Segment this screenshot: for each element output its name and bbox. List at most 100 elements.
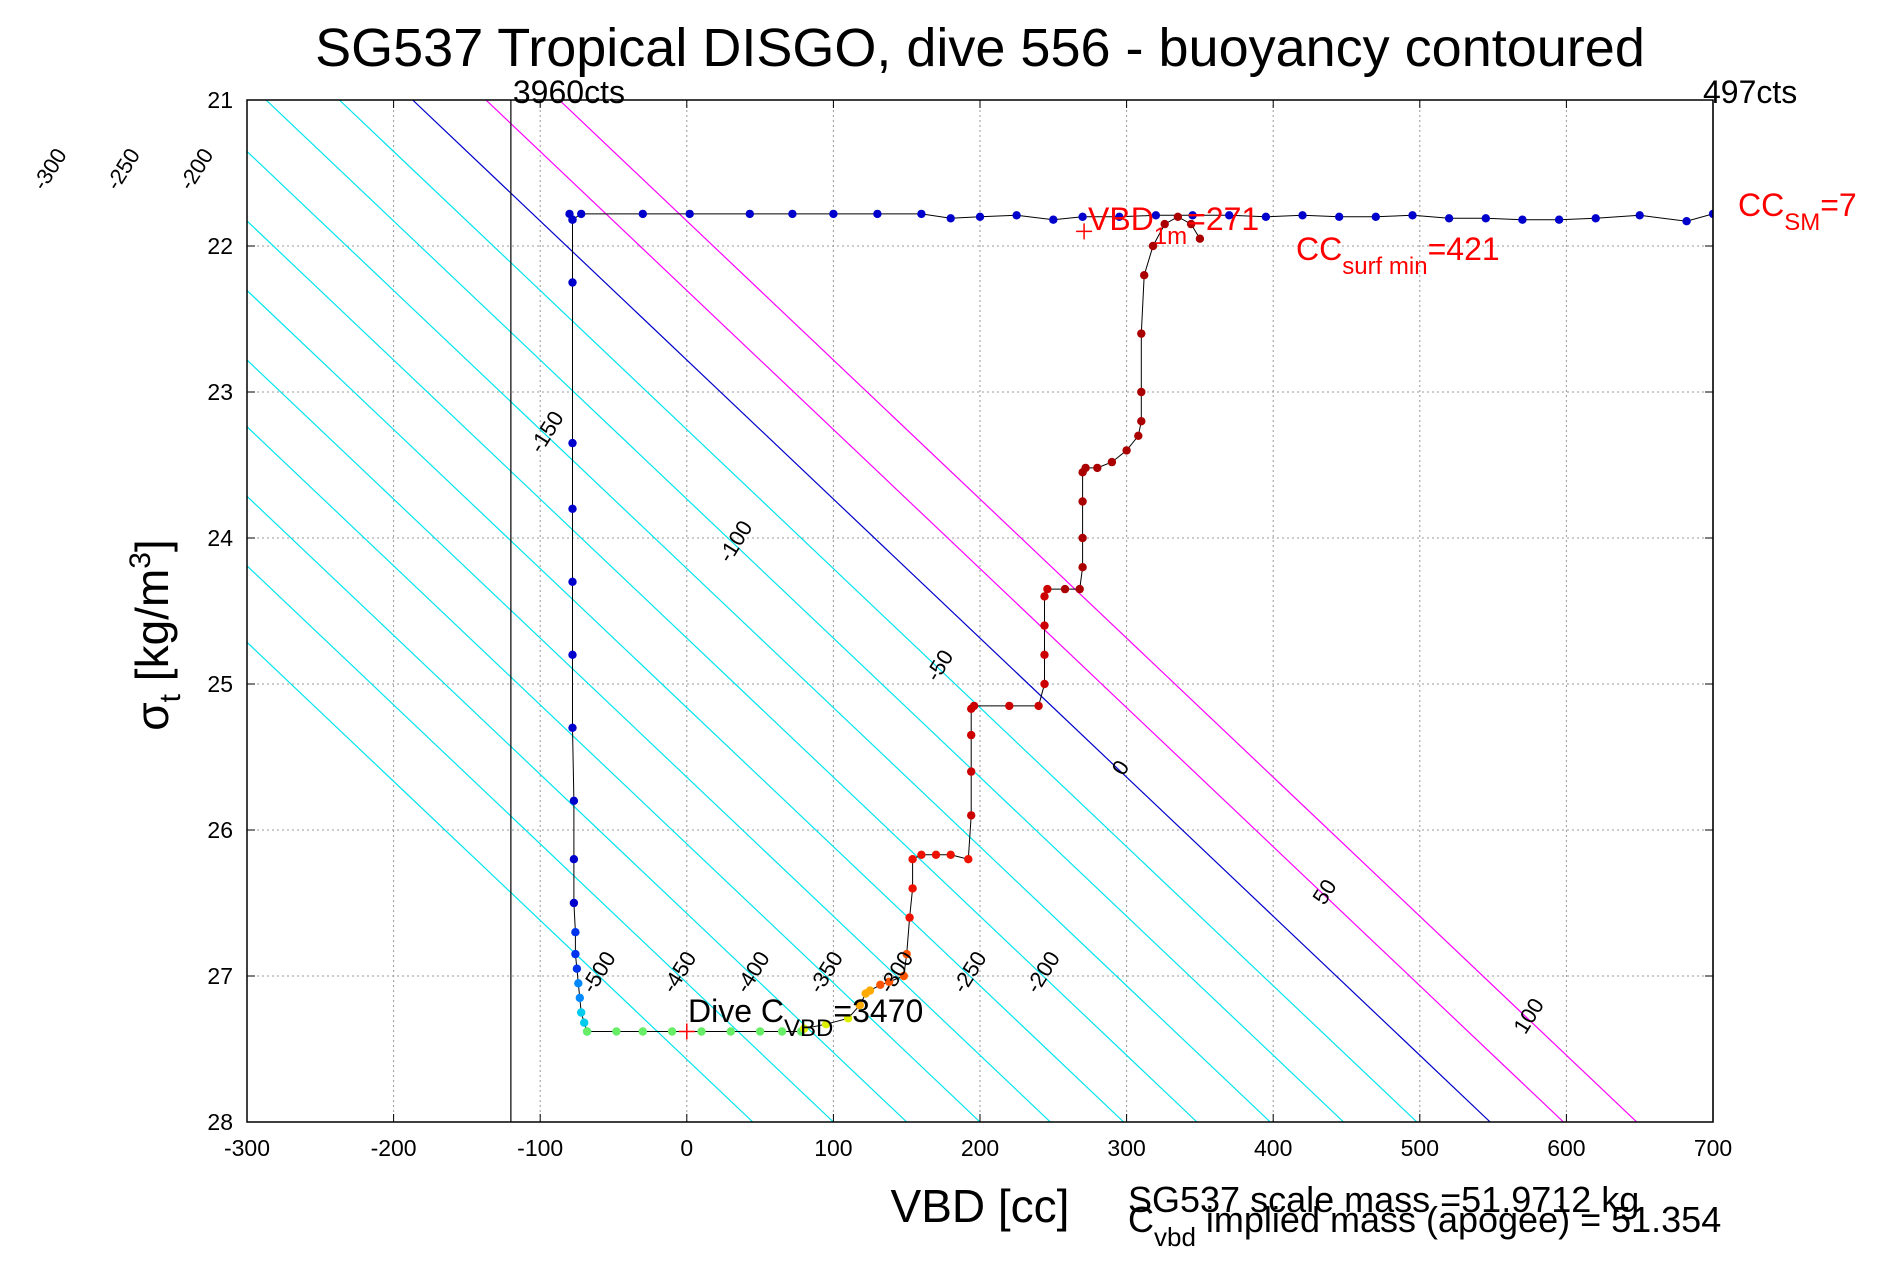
data-point-surface bbox=[745, 209, 754, 219]
data-point-climb bbox=[917, 850, 926, 859]
cc-surf-min-value: =421 bbox=[1428, 231, 1500, 267]
cc-surf-min-annotation: CCsurf min=421 bbox=[1296, 231, 1500, 280]
data-point-climb bbox=[865, 986, 875, 995]
data-point-climb bbox=[821, 1019, 831, 1029]
data-point-climb bbox=[1078, 497, 1087, 506]
x-tick-label: 0 bbox=[680, 1135, 693, 1161]
data-point-climb bbox=[876, 980, 885, 989]
vbd-1m-sub: 1m bbox=[1154, 223, 1187, 250]
data-point-apogee bbox=[612, 1027, 621, 1036]
contour-line bbox=[247, 359, 1051, 1122]
data-point-dive bbox=[568, 504, 577, 513]
x-tick-label: 200 bbox=[961, 1135, 999, 1161]
data-point-climb bbox=[905, 913, 914, 922]
series-line-climb bbox=[804, 216, 1201, 1030]
data-point-surface bbox=[1012, 211, 1021, 220]
data-point-climb bbox=[946, 850, 955, 859]
data-point-climb bbox=[964, 855, 973, 864]
implied-mass-note: Cvbd implied mass (apogee) = 51.354 bbox=[1128, 1199, 1721, 1252]
contour-label: -200 bbox=[174, 144, 219, 195]
contour-line bbox=[247, 641, 754, 1122]
contour-line bbox=[412, 100, 1491, 1122]
data-point-climb bbox=[1107, 457, 1117, 467]
dive-cvbd-annotation: Dive CVBD=3470 bbox=[688, 993, 923, 1042]
contour-line bbox=[247, 564, 834, 1122]
x-tick-label: -300 bbox=[224, 1135, 270, 1161]
scale-mass-note: SG537 scale mass =51.9712 kg bbox=[1128, 1179, 1639, 1220]
data-point-dive bbox=[568, 215, 577, 224]
dive-cvbd-main: Dive C bbox=[688, 993, 784, 1029]
x-tick-label: 600 bbox=[1547, 1135, 1585, 1161]
contour-line bbox=[247, 495, 908, 1122]
data-point-surface bbox=[1261, 212, 1271, 221]
y-tick-label: 22 bbox=[207, 233, 233, 259]
vline-label-right: 497cts bbox=[1703, 74, 1797, 110]
contour-line bbox=[485, 100, 1564, 1122]
data-point-climb bbox=[967, 730, 976, 740]
data-point-surface bbox=[1554, 215, 1564, 224]
x-tick-label: 100 bbox=[814, 1135, 852, 1161]
y-axis-label-units: [kg/m bbox=[126, 569, 178, 694]
data-point-surface bbox=[1708, 209, 1713, 219]
data-point-dive bbox=[568, 278, 577, 287]
vline-label-left: 3960cts bbox=[513, 74, 625, 110]
cc-surf-min-main: CC bbox=[1296, 231, 1342, 267]
data-point-climb bbox=[1137, 417, 1146, 426]
data-point-climb bbox=[1148, 241, 1158, 251]
contour-label: 50 bbox=[1307, 875, 1341, 909]
y-axis-label-superscript: 3 bbox=[124, 552, 157, 569]
data-point-apogee bbox=[755, 1027, 765, 1036]
data-point-surface bbox=[1481, 214, 1491, 223]
data-point-climb bbox=[1081, 463, 1090, 473]
data-point-climb bbox=[1137, 387, 1146, 397]
dive-cvbd-sub: VBD bbox=[784, 1015, 833, 1042]
data-point-surface bbox=[975, 212, 985, 221]
y-tick-label: 23 bbox=[207, 379, 233, 405]
data-point-climb bbox=[931, 850, 941, 859]
grid-lines bbox=[247, 100, 1713, 1122]
data-point-surface bbox=[873, 209, 882, 219]
data-point-climb bbox=[1137, 329, 1146, 338]
data-point-dive bbox=[580, 1018, 589, 1027]
data-point-surface bbox=[1444, 214, 1454, 223]
cc-surf-min-sub: surf min bbox=[1342, 253, 1427, 280]
data-point-climb bbox=[908, 855, 917, 864]
data-point-climb bbox=[899, 971, 908, 981]
data-point-dive bbox=[569, 796, 579, 805]
data-point-climb bbox=[1040, 650, 1049, 659]
data-point-dive bbox=[568, 650, 577, 659]
contour-line bbox=[247, 289, 1125, 1122]
data-point-climb bbox=[967, 767, 976, 776]
data-point-climb bbox=[1075, 584, 1084, 594]
y-axis-label-subscript: t bbox=[154, 693, 187, 702]
series-line-dive bbox=[572, 219, 588, 1032]
data-point-dive bbox=[571, 928, 580, 937]
contour-line bbox=[265, 100, 1344, 1122]
data-point-surface bbox=[788, 209, 797, 219]
data-point-climb bbox=[1195, 234, 1205, 243]
data-point-dive bbox=[572, 964, 582, 973]
implied-mass-value: implied mass (apogee) = 51.354 bbox=[1196, 1199, 1721, 1240]
y-tick-label: 28 bbox=[207, 1109, 233, 1135]
vbd-1m-main: VBD bbox=[1088, 201, 1154, 237]
data-point-climb bbox=[855, 1001, 864, 1010]
data-point-climb bbox=[1078, 563, 1087, 572]
data-point-apogee bbox=[726, 1027, 735, 1036]
vbd-1m-value: =271 bbox=[1187, 201, 1259, 237]
data-point-climb bbox=[1134, 431, 1143, 440]
implied-mass-sub: vbd bbox=[1154, 1222, 1196, 1252]
y-tick-label: 26 bbox=[207, 817, 233, 843]
data-point-dive bbox=[577, 1008, 586, 1017]
contour-line bbox=[247, 150, 1271, 1122]
contour-line bbox=[338, 100, 1418, 1122]
data-point-climb bbox=[1122, 446, 1131, 455]
data-point-apogee bbox=[582, 1027, 592, 1036]
data-point-surface bbox=[1298, 211, 1307, 220]
data-point-surface bbox=[1188, 211, 1197, 220]
data-point-climb bbox=[843, 1014, 853, 1023]
data-point-climb bbox=[884, 977, 894, 986]
cc-sm-sub: SM bbox=[1784, 209, 1820, 236]
cc-sm-main: CC bbox=[1738, 187, 1784, 223]
contour-label: 100 bbox=[1508, 994, 1549, 1038]
data-point-dive bbox=[574, 979, 583, 988]
